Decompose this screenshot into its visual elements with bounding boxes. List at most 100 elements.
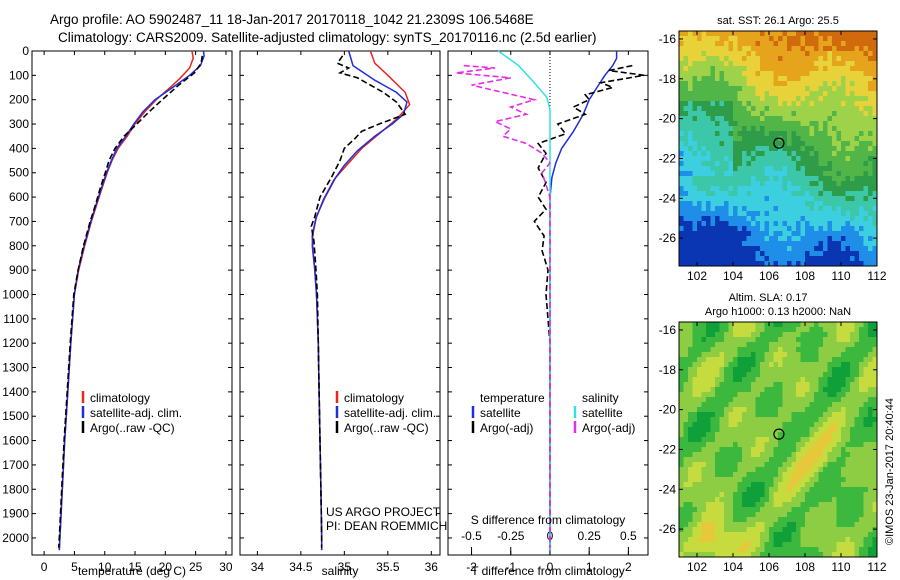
heatmap-cell (850, 56, 855, 62)
heatmap-cell (742, 342, 747, 348)
heatmap-cell (800, 507, 806, 513)
heatmap-cell (841, 36, 846, 42)
heatmap-cell (737, 512, 743, 518)
heatmap-cell (782, 81, 788, 87)
depth-tick-label: 1100 (3, 312, 29, 326)
heatmap-cell (760, 191, 765, 197)
heatmap-cell (764, 452, 770, 458)
heatmap-cell (764, 41, 770, 47)
heatmap-cell (697, 66, 702, 72)
heatmap-cell (728, 101, 734, 107)
heatmap-cell (697, 467, 702, 473)
heatmap-cell (688, 156, 693, 162)
heatmap-cell (746, 437, 752, 443)
heatmap-cell (755, 462, 761, 468)
heatmap-cell (692, 31, 698, 37)
heatmap-cell (805, 417, 810, 423)
heatmap-cell (728, 91, 734, 97)
heatmap-cell (845, 467, 851, 473)
heatmap-cell (845, 226, 851, 232)
heatmap-cell (796, 201, 801, 207)
heatmap-cell (778, 337, 783, 343)
heatmap-cell (850, 116, 855, 122)
heatmap-cell (796, 322, 801, 328)
heatmap-cell (809, 86, 815, 92)
heatmap-cell (742, 221, 747, 227)
heatmap-cell (706, 397, 711, 403)
heatmap-cell (854, 116, 860, 122)
heatmap-cell (728, 512, 734, 518)
heatmap-cell (809, 372, 815, 378)
heatmap-cell (800, 412, 806, 418)
heatmap-cell (782, 332, 788, 338)
heatmap-cell (751, 176, 756, 182)
heatmap-cell (809, 201, 815, 207)
heatmap-cell (796, 256, 801, 262)
heatmap-cell (737, 492, 743, 498)
heatmap-cell (836, 36, 842, 42)
heatmap-cell (850, 387, 855, 393)
heatmap-cell (863, 146, 869, 152)
depth-tick-label: 400 (9, 141, 29, 155)
heatmap-cell (791, 251, 797, 257)
heatmap-cell (724, 527, 729, 533)
heatmap-cell (778, 502, 783, 508)
heatmap-cell (728, 462, 734, 468)
heatmap-cell (778, 236, 783, 242)
heatmap-cell (823, 236, 828, 242)
heatmap-cell (868, 186, 873, 192)
heatmap-cell (872, 251, 878, 257)
heatmap-cell (782, 126, 788, 132)
salinity-panel: 34 34.5 35 35.5 36 salinity climatology sate… (239, 50, 447, 578)
heatmap-cell (800, 246, 806, 252)
heatmap-cell (845, 81, 851, 87)
heatmap-cell (764, 447, 770, 453)
heatmap-cell (850, 136, 855, 142)
heatmap-cell (683, 176, 689, 182)
heatmap-cell (746, 176, 752, 182)
heatmap-cell (751, 251, 756, 257)
heatmap-cell (818, 131, 824, 137)
heatmap-cell (809, 221, 815, 227)
heatmap-cell (782, 136, 788, 142)
heatmap-cell (854, 206, 860, 212)
heatmap-cell (872, 216, 878, 222)
heatmap-cell (854, 482, 860, 488)
heatmap-cell (841, 141, 846, 147)
heatmap-cell (836, 537, 842, 543)
heatmap-cell (818, 166, 824, 172)
heatmap-cell (809, 186, 815, 192)
heatmap-cell (746, 442, 752, 448)
heatmap-cell (751, 482, 756, 488)
heatmap-cell (805, 392, 810, 398)
heatmap-cell (719, 347, 725, 353)
heatmap-cell (697, 156, 702, 162)
heatmap-cell (710, 61, 716, 67)
heatmap-cell (841, 462, 846, 468)
heatmap-cell (697, 417, 702, 423)
heatmap-cell (751, 492, 756, 498)
heatmap-cell (692, 111, 698, 117)
heatmap-cell (823, 532, 828, 538)
heatmap-cell (688, 131, 693, 137)
heatmap-cell (778, 101, 783, 107)
heatmap-cell (692, 387, 698, 393)
heatmap-cell (701, 387, 707, 393)
heatmap-cell (823, 216, 828, 222)
heatmap-cell (679, 91, 684, 97)
heatmap-cell (715, 432, 720, 438)
heatmap-cell (764, 407, 770, 413)
heatmap-cell (841, 437, 846, 443)
heatmap-cell (764, 131, 770, 137)
heatmap-cell (697, 527, 702, 533)
legend-argo-label: Argo(..raw -QC) (344, 421, 429, 435)
heatmap-cell (737, 111, 743, 117)
heatmap-cell (809, 517, 815, 523)
heatmap-cell (836, 96, 842, 102)
heatmap-cell (764, 226, 770, 232)
heatmap-cell (764, 397, 770, 403)
heatmap-cell (724, 467, 729, 473)
heatmap-cell (823, 437, 828, 443)
heatmap-cell (697, 231, 702, 237)
heatmap-cell (787, 236, 792, 242)
